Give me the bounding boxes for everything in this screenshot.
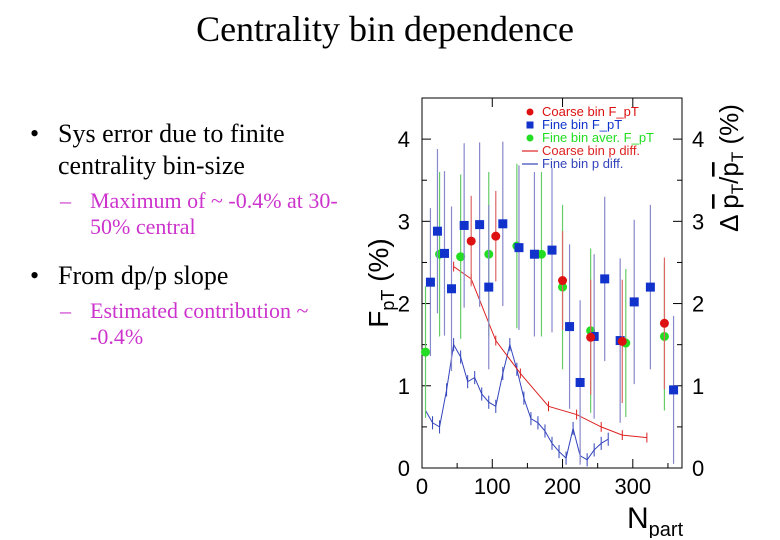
- fine-bin-point: [645, 282, 655, 292]
- fine-bin-point: [600, 274, 610, 284]
- y-tick-label-right: 3: [692, 209, 704, 234]
- fine-bin-point: [459, 220, 469, 230]
- y-tick-label-right: 4: [692, 127, 704, 152]
- y-tick-label-left: 3: [398, 209, 410, 234]
- fine-bin-point: [484, 282, 494, 292]
- sub-bullet-item: – Maximum of ~ -0.4% at 30-50% central: [30, 188, 360, 240]
- sub-bullet-item: – Estimated contribution ~ -0.4%: [30, 298, 360, 350]
- legend-marker: [526, 108, 534, 116]
- coarse-bin-point: [617, 336, 627, 346]
- bullet-item: • Sys error due to finite centrality bin-…: [30, 118, 360, 182]
- fine-p-diff-line: [425, 342, 609, 461]
- fine-bin-point: [498, 219, 508, 229]
- fine-aver-point: [421, 347, 431, 357]
- fine-bin-point: [432, 226, 442, 236]
- x-tick-label: 100: [474, 474, 511, 499]
- y-tick-label-left: 0: [398, 456, 410, 481]
- y-tick-label-right: 2: [692, 292, 704, 317]
- x-tick-label: 200: [544, 474, 581, 499]
- bullet-item: • From dp/p slope: [30, 260, 360, 292]
- legend-label: Coarse bin p diff.: [542, 143, 640, 158]
- y-tick-label-left: 1: [398, 374, 410, 399]
- fine-bin-point: [547, 245, 557, 255]
- y-tick-label-left: 2: [398, 292, 410, 317]
- sub-bullet-text: Estimated contribution ~ -0.4%: [90, 298, 309, 349]
- coarse-bin-point: [466, 236, 476, 246]
- y-tick-label-right: 0: [692, 456, 704, 481]
- fine-bin-point: [514, 243, 524, 253]
- chart: 0 100 200 300 0 1 2 3 4 0 1 2 3 4 Npart FpT (%) Δ pT/pT …: [363, 97, 747, 538]
- y-axis-label-left: FpT (%): [363, 238, 398, 327]
- sub-bullet-dash: –: [60, 298, 71, 323]
- y-tick-label-left: 4: [398, 127, 410, 152]
- coarse-bin-point: [491, 231, 501, 241]
- fine-bin-point: [475, 220, 485, 230]
- legend-label: Fine bin p diff.: [542, 156, 623, 171]
- bullet-dot: •: [30, 261, 40, 290]
- slide-title: Centrality bin dependence: [196, 9, 574, 49]
- sub-bullet-text: Maximum of ~ -0.4% at 30-50% central: [90, 188, 338, 239]
- bullet-dot: •: [30, 119, 40, 148]
- coarse-bin-point: [586, 332, 596, 342]
- fine-bin-point: [439, 248, 449, 258]
- y-axis-label-right: Δ pT/pT (%): [714, 104, 747, 232]
- plot-frame: [421, 97, 683, 469]
- legend-label: Fine bin aver. F_pT: [542, 130, 654, 145]
- fine-aver-point: [456, 252, 466, 262]
- fine-bin-point: [529, 249, 539, 259]
- coarse-bin-point: [558, 276, 568, 286]
- x-tick-label: 300: [614, 474, 651, 499]
- bullet-list: • Sys error due to finite centrality bin-…: [30, 118, 360, 350]
- fine-bin-point: [447, 284, 457, 294]
- bullet-text: From dp/p slope: [58, 261, 229, 290]
- fine-bin-point: [565, 322, 575, 332]
- fine-bin-point: [629, 297, 639, 307]
- y-tick-label-right: 1: [692, 374, 704, 399]
- legend-label: Fine bin F_pT: [542, 117, 622, 132]
- sub-bullet-dash: –: [60, 188, 71, 213]
- legend-marker: [526, 134, 534, 142]
- coarse-p-diff-line: [453, 266, 647, 439]
- legend-marker: [526, 121, 534, 129]
- fine-bin-point: [669, 385, 679, 395]
- bullet-text: Sys error due to finite centrality bin-s…: [58, 119, 285, 180]
- fine-bin-point: [575, 377, 585, 387]
- fine-aver-point: [536, 249, 546, 259]
- legend-label: Coarse bin F_pT: [542, 104, 639, 119]
- coarse-bin-point: [659, 318, 669, 328]
- x-tick-label: 0: [416, 474, 428, 499]
- fine-bin-point: [425, 277, 435, 287]
- x-axis-label: Npart: [627, 502, 684, 538]
